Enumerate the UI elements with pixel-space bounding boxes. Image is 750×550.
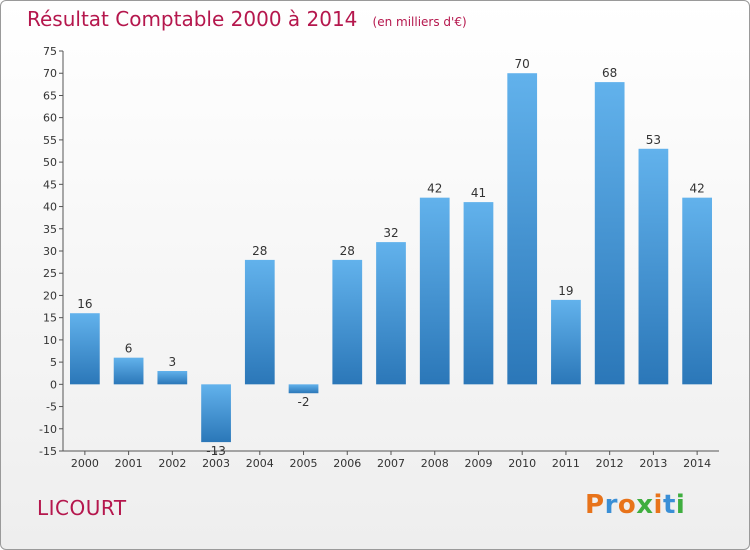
value-label: 6 [125,342,133,356]
bar-2013 [638,148,669,385]
y-tick-label: 10 [43,334,57,347]
value-label: 68 [602,66,617,80]
x-tick-label: 2005 [290,457,318,470]
bar-2007 [376,242,406,385]
labels: 757065605550454035302520151050-5-10-1520… [39,45,711,470]
value-label: 28 [252,244,267,258]
y-tick-label: 0 [50,378,57,391]
y-tick-label: 50 [43,156,57,169]
logo-letter: P [585,490,605,520]
bar-2010 [507,73,538,385]
x-tick-label: 2013 [639,457,667,470]
x-tick-label: 2007 [377,457,405,470]
y-tick-label: -5 [46,401,57,414]
x-tick-label: 2009 [464,457,492,470]
value-label: 19 [558,284,573,298]
bar-2004 [244,259,275,385]
y-tick-label: 20 [43,289,57,302]
value-label: -2 [298,395,310,409]
x-tick-label: 2000 [71,457,99,470]
y-tick-label: 25 [43,267,57,280]
value-label: 70 [515,57,530,71]
bar-2011 [551,299,581,385]
logo-letter: o [617,490,637,520]
value-label: 41 [471,186,486,200]
value-label: 53 [646,133,661,147]
x-tick-label: 2001 [115,457,143,470]
y-tick-label: 30 [43,245,57,258]
bar-2008 [419,197,450,385]
logo-letter: x [636,490,654,520]
x-tick-label: 2008 [421,457,449,470]
y-tick-label: 5 [50,356,57,369]
bar-2014 [682,197,713,385]
x-tick-label: 2010 [508,457,536,470]
y-tick-label: -15 [39,445,57,458]
value-label: 16 [77,297,92,311]
bar-2012 [594,82,625,385]
chart-subtitle: (en milliers d'€) [372,15,467,29]
bar-2002 [157,371,188,385]
value-label: 3 [169,355,177,369]
bar-2000 [69,313,100,385]
bar-2006 [332,259,363,385]
bar-2003 [201,384,231,443]
logo-letter: r [604,490,618,520]
logo-letter: t [662,490,676,520]
bar-2005 [288,384,319,394]
bar-2001 [113,357,144,385]
value-label: -13 [206,444,226,458]
bars [69,73,713,443]
y-tick-label: 35 [43,223,57,236]
y-tick-label: 40 [43,201,57,214]
logo-letter: i [653,490,663,520]
value-label: 42 [689,182,704,196]
chart-title: Résultat Comptable 2000 à 2014 [27,7,358,31]
bar-2009 [463,202,494,385]
y-tick-label: 15 [43,312,57,325]
y-tick-label: 75 [43,45,57,58]
proxiti-logo[interactable]: Proxiti [585,490,685,520]
x-tick-label: 2012 [596,457,624,470]
y-tick-label: -10 [39,423,57,436]
x-tick-label: 2006 [333,457,361,470]
x-tick-label: 2014 [683,457,711,470]
commune-name: LICOURT [37,496,127,520]
x-tick-label: 2004 [246,457,274,470]
value-label: 32 [383,226,398,240]
x-tick-label: 2002 [158,457,186,470]
y-tick-label: 65 [43,89,57,102]
value-label: 28 [340,244,355,258]
x-tick-label: 2003 [202,457,230,470]
title-row: Résultat Comptable 2000 à 2014 (en milli… [27,7,467,31]
y-tick-label: 70 [43,67,57,80]
y-tick-label: 55 [43,134,57,147]
x-tick-label: 2011 [552,457,580,470]
y-tick-label: 60 [43,112,57,125]
axes [59,50,719,455]
y-tick-label: 45 [43,178,57,191]
logo-letter: i [675,490,686,520]
value-label: 42 [427,182,442,196]
